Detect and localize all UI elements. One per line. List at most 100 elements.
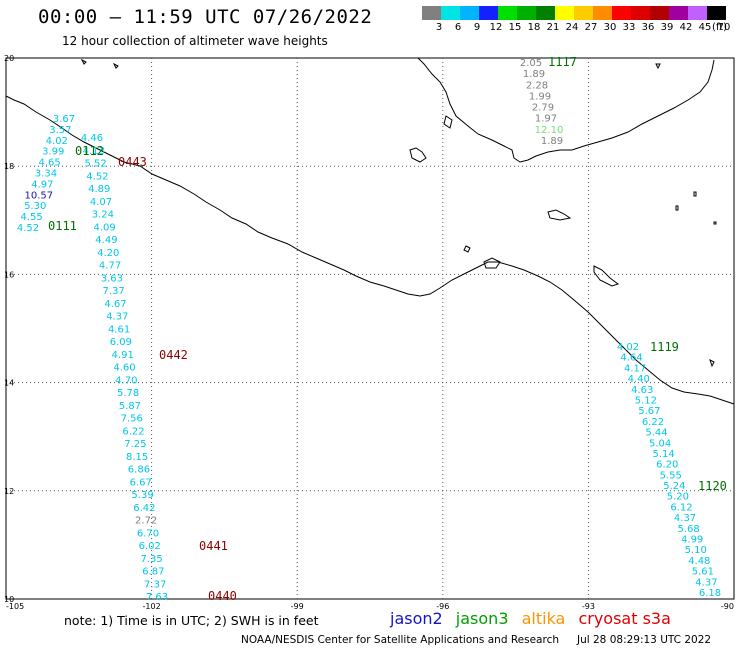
scale-label: 15: [509, 22, 522, 33]
wave-height-value: 3.67: [53, 114, 75, 125]
lat-tick-label: 12: [4, 487, 14, 496]
wave-height-value: 5.10: [685, 545, 707, 556]
wave-height-value: 4.61: [108, 324, 130, 335]
map-subtitle: 12 hour collection of altimeter wave hei…: [62, 34, 328, 48]
wave-height-value: 5.87: [119, 401, 141, 412]
scale-label: 70: [718, 22, 731, 33]
wave-height-value: 1.99: [529, 91, 551, 102]
wave-height-value: 4.02: [617, 342, 639, 353]
wave-height-value: 5.14: [653, 449, 675, 460]
lon-tick-label: -93: [582, 602, 595, 611]
scale-swatch: [422, 6, 441, 20]
wave-height-value: 4.37: [695, 577, 717, 588]
map-note: note: 1) Time is in UTC; 2) SWH is in fe…: [64, 613, 319, 628]
wave-height-value: 6.42: [133, 503, 155, 514]
scale-unit: (ft): [712, 22, 727, 33]
wave-height-value: 4.67: [104, 299, 126, 310]
wave-height-value: 6.02: [139, 541, 161, 552]
scale-label: 24: [566, 22, 579, 33]
lon-tick-label: -99: [291, 602, 304, 611]
wave-height-value: 4.13: [83, 146, 105, 157]
lat-tick-label: 10: [4, 595, 14, 604]
satellite-cryosat-s3a: cryosat s3a: [578, 609, 671, 628]
wave-height-value: 4.91: [112, 350, 134, 361]
wave-height-value: 4.77: [99, 261, 121, 272]
pass-time-label: 1117: [548, 55, 577, 69]
scale-label: 36: [642, 22, 655, 33]
wave-height-value: 4.65: [38, 158, 60, 169]
wave-height-value: 6.09: [110, 337, 132, 348]
pass-time-label: 0441: [199, 539, 228, 553]
wave-height-value: 4.97: [31, 179, 53, 190]
wave-height-value: 4.49: [95, 235, 117, 246]
footer-timestamp: Jul 28 08:29:13 UTC 2022: [577, 634, 712, 646]
wave-height-value: 6.86: [128, 465, 150, 476]
wave-height-value: 4.46: [81, 133, 103, 144]
satellite-jason3: jason3: [455, 609, 509, 628]
lon-tick-label: -102: [143, 602, 161, 611]
lat-tick-label: 14: [4, 379, 14, 388]
scale-label: 27: [585, 22, 598, 33]
wave-height-value: 3.57: [49, 125, 71, 136]
wave-height-value: 12.10: [535, 125, 564, 136]
map-title: 00:00 – 11:59 UTC 07/26/2022: [38, 6, 373, 28]
wave-height-value: 7.63: [146, 592, 168, 603]
footer-organization: NOAA/NESDIS Center for Satellite Applica…: [241, 634, 559, 646]
wave-height-value: 5.24: [663, 481, 685, 492]
wave-height-value: 6.22: [122, 426, 144, 437]
wave-height-value: 5.44: [645, 428, 667, 439]
wave-height-value: 2.05: [520, 58, 542, 69]
wave-height-value: 4.63: [631, 385, 653, 396]
wave-height-value: 5.61: [692, 567, 714, 578]
wave-height-value: 4.52: [86, 171, 108, 182]
wave-height-value: 7.25: [124, 439, 146, 450]
scale-swatch: [574, 6, 593, 20]
wave-height-value: 6.18: [699, 588, 721, 599]
map-footer: NOAA/NESDIS Center for Satellite Applica…: [241, 634, 711, 646]
wave-height-value: 5.67: [638, 406, 660, 417]
wave-height-value: 7.37: [144, 579, 166, 590]
wave-height-value: 5.55: [660, 470, 682, 481]
scale-label: 12: [490, 22, 503, 33]
wave-height-value: 5.78: [117, 388, 139, 399]
pass-time-labels: 0443 0442 0441 0440 0112 0111 1117 1119 1120: [48, 55, 727, 603]
scale-swatch: [479, 6, 498, 20]
scale-swatch: [612, 6, 631, 20]
scale-swatch: [707, 6, 726, 20]
scale-label: 33: [623, 22, 636, 33]
scale-label: 45: [699, 22, 712, 33]
wave-height-value: 4.64: [620, 353, 642, 364]
wave-height-value: 5.68: [677, 524, 699, 535]
altimeter-tracks: 3.673.574.023.994.653.344.9710.575.304.5…: [17, 58, 721, 603]
wave-height-value: 7.37: [103, 286, 125, 297]
wave-height-value: 3.63: [101, 273, 123, 284]
wave-height-value: 4.52: [17, 223, 39, 234]
scale-swatch: [517, 6, 536, 20]
axis-tick-labels: -105 -102 -99 -96 -93 -90 20 18 16 14 12 10: [4, 54, 734, 611]
scale-swatch: [460, 6, 479, 20]
wave-height-value: 4.89: [88, 184, 110, 195]
wave-height-value: 7.35: [140, 554, 162, 565]
satellite-altika: altika: [521, 609, 566, 628]
scale-label: 42: [680, 22, 693, 33]
wave-height-value: 3.34: [35, 169, 57, 180]
wave-height-value: 2.72: [135, 516, 157, 527]
wave-height-value: 5.20: [667, 492, 689, 503]
wave-height-value: 5.04: [649, 438, 671, 449]
wave-height-value: 8.15: [126, 452, 148, 463]
pass-time-label: 0442: [159, 348, 188, 362]
wave-height-value: 4.17: [624, 363, 646, 374]
lon-tick-label: -105: [6, 602, 24, 611]
pass-time-label: 0440: [208, 589, 237, 603]
scale-swatch: [593, 6, 612, 20]
wave-height-value: 2.79: [532, 103, 554, 114]
lon-tick-label: -90: [721, 602, 734, 611]
lon-tick-label: -96: [436, 602, 449, 611]
wave-height-value: 4.99: [681, 535, 703, 546]
wave-height-value: 2.28: [526, 80, 548, 91]
scale-swatch: [688, 6, 707, 20]
scale-label: 6: [455, 22, 461, 33]
wave-height-value: 5.52: [84, 159, 106, 170]
wave-height-value: 4.40: [628, 374, 650, 385]
wave-height-value: 4.02: [46, 136, 68, 147]
